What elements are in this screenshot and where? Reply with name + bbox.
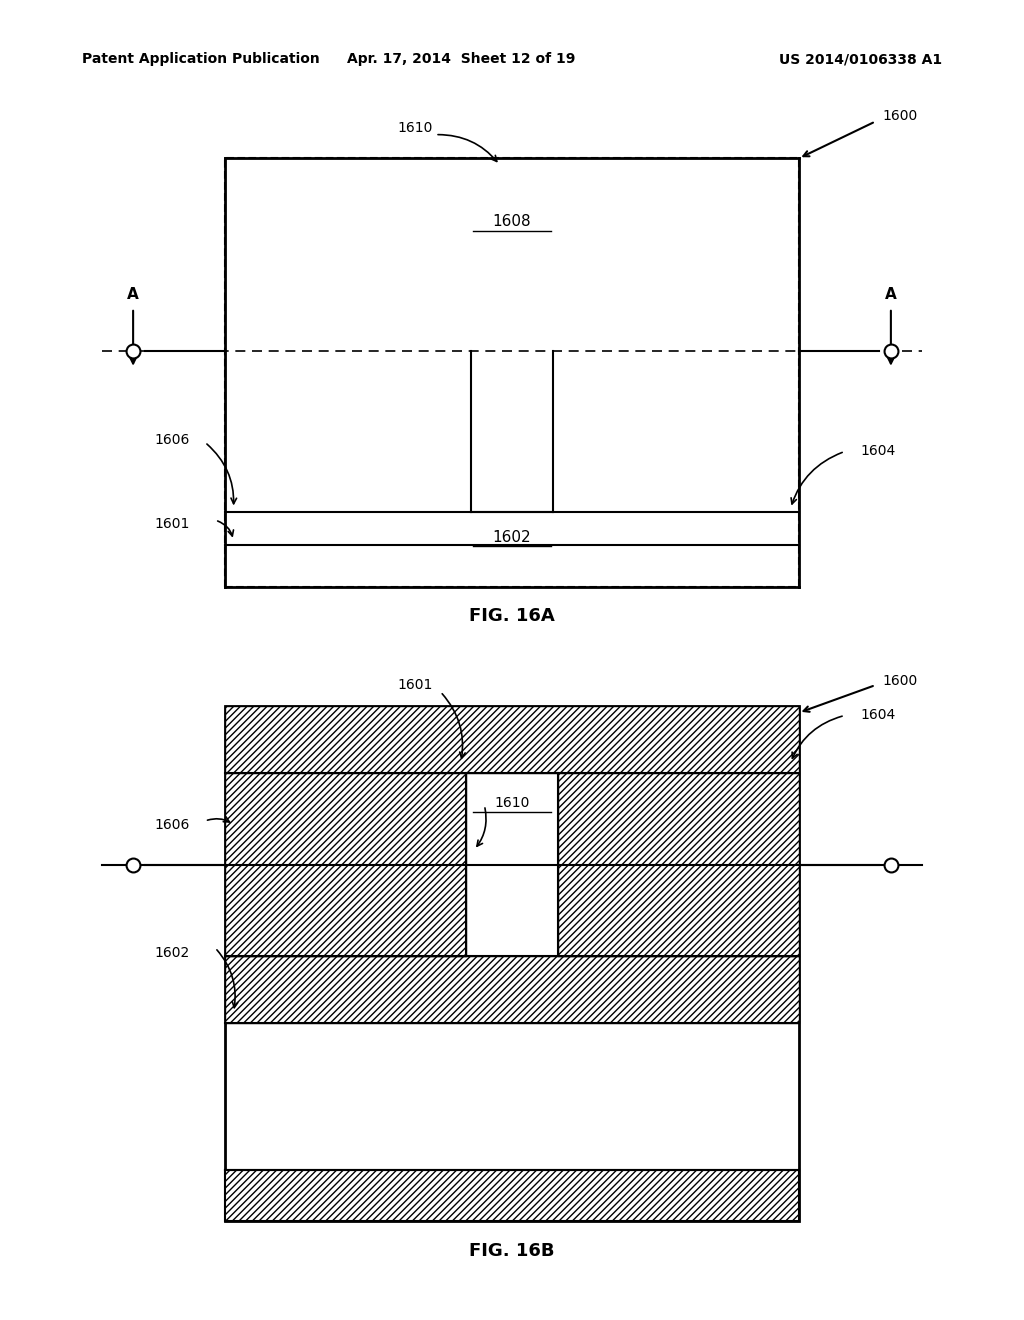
Text: 1602: 1602	[493, 529, 531, 545]
Bar	[225, 774, 466, 956]
Bar	[225, 1170, 799, 1221]
Text: 1604: 1604	[860, 445, 895, 458]
Bar	[225, 706, 799, 1221]
Bar	[558, 774, 799, 956]
Text: 1610: 1610	[397, 121, 432, 135]
Text: A: A	[127, 288, 139, 302]
Text: 1604: 1604	[860, 709, 895, 722]
Text: 1601: 1601	[154, 517, 189, 531]
Text: 1608: 1608	[493, 214, 531, 230]
Bar	[225, 158, 799, 587]
Text: 1600: 1600	[883, 675, 918, 688]
Text: 1606: 1606	[154, 818, 189, 832]
Bar	[225, 956, 799, 1023]
Text: FIG. 16B: FIG. 16B	[469, 1242, 555, 1261]
Text: 1606: 1606	[154, 433, 189, 446]
Text: Patent Application Publication: Patent Application Publication	[82, 53, 319, 66]
Text: FIG. 16A: FIG. 16A	[469, 607, 555, 626]
Text: 1601: 1601	[397, 678, 432, 692]
Text: 1600: 1600	[883, 110, 918, 123]
Text: Apr. 17, 2014  Sheet 12 of 19: Apr. 17, 2014 Sheet 12 of 19	[346, 53, 575, 66]
Text: 1610: 1610	[495, 796, 529, 809]
Text: US 2014/0106338 A1: US 2014/0106338 A1	[779, 53, 942, 66]
Text: 1602: 1602	[155, 946, 189, 960]
Bar	[225, 706, 799, 774]
Text: A: A	[885, 288, 897, 302]
